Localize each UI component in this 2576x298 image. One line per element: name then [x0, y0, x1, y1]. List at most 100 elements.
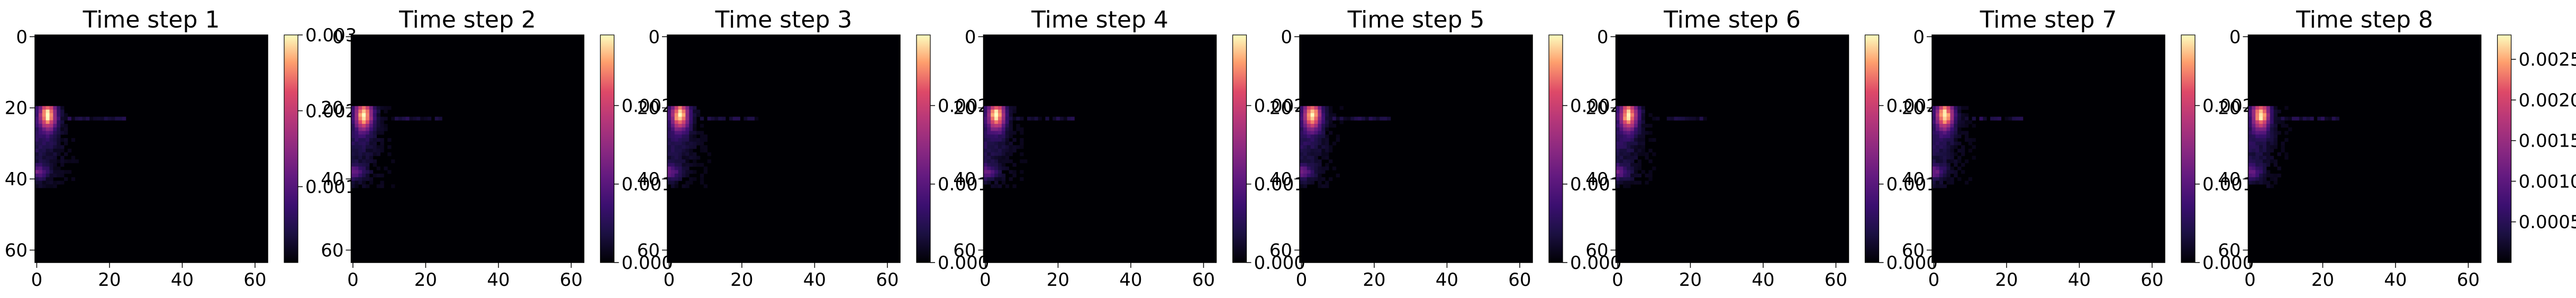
- heatmap-cell: [49, 156, 53, 160]
- heatmap-cell: [1012, 131, 1017, 135]
- heatmap-cell: [1939, 113, 1944, 117]
- heatmap-cell: [1310, 113, 1314, 117]
- heatmap-cell: [1623, 120, 1627, 124]
- heatmap-cell: [1307, 149, 1311, 153]
- heatmap-cell: [1623, 127, 1627, 131]
- heatmap-cell: [358, 141, 362, 146]
- heatmap-cell: [38, 152, 43, 156]
- heatmap-cell: [1623, 152, 1627, 156]
- heatmap-cell: [1983, 116, 1987, 121]
- heatmap-cell: [1619, 116, 1623, 121]
- heatmap-cell: [1964, 116, 1969, 121]
- heatmap-cell: [678, 156, 682, 160]
- heatmap-cell: [1939, 116, 1944, 121]
- heatmap-cell: [2277, 131, 2281, 135]
- heatmap-cell: [2263, 113, 2267, 117]
- heatmap-cell: [1627, 110, 1631, 114]
- heatmap-cells: [1300, 106, 1391, 188]
- heatmap-cell: [983, 131, 987, 135]
- heatmap-cell: [35, 149, 39, 153]
- heatmap-cell: [362, 106, 366, 110]
- heatmap-cell: [1630, 113, 1635, 117]
- heatmap-cell: [1616, 152, 1620, 156]
- heatmap-cell: [1627, 138, 1631, 142]
- heatmap-cell: [1005, 145, 1010, 149]
- heatmap-cell: [67, 170, 72, 174]
- heatmap-cell: [35, 166, 39, 170]
- heatmap-cell: [391, 159, 395, 164]
- heatmap-cell: [115, 116, 119, 121]
- heatmap-cell: [1623, 156, 1627, 160]
- heatmap-cell: [366, 166, 370, 170]
- heatmap-cell: [362, 131, 366, 135]
- heatmap-cell: [64, 127, 68, 131]
- heatmap-cell: [71, 177, 76, 181]
- heatmap-cell: [42, 131, 47, 135]
- heatmap-cell: [1005, 159, 1010, 164]
- heatmap-cell: [689, 170, 693, 174]
- heatmap-cell: [1954, 170, 1958, 174]
- heatmap-cell: [2284, 106, 2289, 110]
- heatmap-cell: [1623, 113, 1627, 117]
- heatmap-cell: [362, 145, 366, 149]
- heatmap-cell: [1619, 131, 1623, 135]
- heatmap-cell: [1939, 162, 1944, 167]
- heatmap-cell: [1009, 120, 1013, 124]
- colorbar: [916, 34, 931, 263]
- heatmap-cell: [1321, 145, 1326, 149]
- heatmap-cell: [1339, 116, 1344, 121]
- heatmap-cell: [1648, 159, 1653, 164]
- heatmap-cell: [60, 116, 65, 121]
- panel-title: Time step 8: [2296, 6, 2433, 33]
- heatmap-cell: [1343, 116, 1347, 121]
- panel-title: Time step 7: [1980, 6, 2117, 33]
- heatmap-cell: [994, 149, 999, 153]
- heatmap-cell: [1954, 141, 1958, 146]
- heatmap-background: [1300, 35, 1532, 263]
- heatmap-cell: [2273, 141, 2278, 146]
- heatmap-cell: [1005, 138, 1010, 142]
- heatmap-cell: [998, 138, 1002, 142]
- heatmap-cell: [1630, 177, 1635, 181]
- heatmap-cell: [373, 134, 377, 139]
- heatmap-cell: [384, 127, 388, 131]
- heatmap-cell: [1932, 116, 1936, 121]
- heatmap-cell: [998, 120, 1002, 124]
- heatmap-cell: [1020, 141, 1024, 146]
- heatmap-cell: [1627, 134, 1631, 139]
- heatmap-cell: [387, 170, 392, 174]
- heatmap-cell: [1656, 116, 1660, 121]
- heatmap-cell: [355, 131, 359, 135]
- heatmap-cell: [42, 149, 47, 153]
- heatmap-cell: [718, 116, 722, 121]
- heatmap-cell: [1932, 138, 1936, 142]
- heatmap-cell: [1932, 177, 1936, 181]
- heatmap-cell: [35, 113, 39, 117]
- heatmap-cell: [1630, 120, 1635, 124]
- heatmap-cell: [1932, 159, 1936, 164]
- heatmap-cell: [685, 174, 690, 178]
- heatmap-cell: [994, 131, 999, 135]
- colorbar-tick-label: 0.002: [622, 95, 673, 116]
- heatmap-cell: [2255, 156, 2260, 160]
- heatmap-cell: [42, 110, 47, 114]
- heatmap-cells: [35, 106, 126, 188]
- y-tick-label: 20: [953, 98, 976, 119]
- heatmap-cell: [667, 141, 672, 146]
- heatmap-cell: [46, 123, 50, 128]
- heatmap-cell: [1634, 138, 1638, 142]
- heatmap-cell: [2248, 174, 2252, 178]
- heatmap-cell: [707, 116, 711, 121]
- heatmap-cell: [1358, 116, 1362, 121]
- heatmap-cell: [1314, 110, 1318, 114]
- heatmap-cell: [1957, 159, 1962, 164]
- heatmap-cell: [747, 116, 751, 121]
- heatmap-cell: [1666, 116, 1671, 121]
- heatmap-cell: [1616, 180, 1620, 185]
- heatmap-cell: [1630, 174, 1635, 178]
- heatmap-cell: [2270, 123, 2274, 128]
- heatmap-cell: [46, 166, 50, 170]
- heatmap-cell: [57, 152, 61, 156]
- heatmap-cell: [2255, 166, 2260, 170]
- heatmap-cell: [1016, 145, 1020, 149]
